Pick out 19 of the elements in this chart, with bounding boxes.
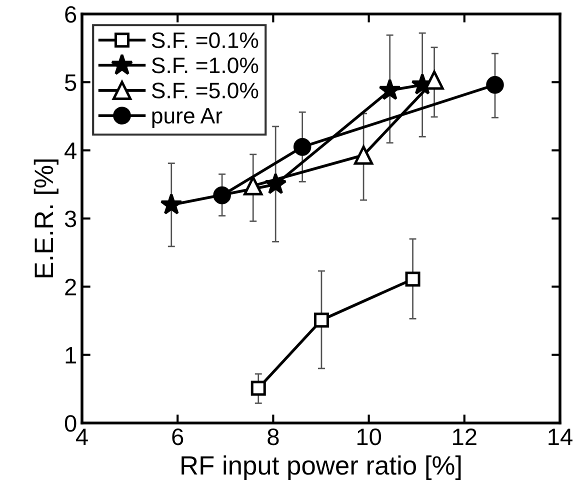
y-tick-label: 6	[65, 6, 76, 23]
y-axis-title: E.E.R. [%]	[34, 160, 58, 278]
y-tick-label: 5	[64, 74, 76, 91]
legend-label: pure Ar	[152, 108, 222, 128]
x-tick-label: 8	[268, 428, 279, 446]
y-tick-label: 4	[64, 142, 76, 159]
y-tick-label: 0	[64, 415, 76, 432]
x-tick-label: 4	[76, 428, 88, 445]
y-tick-label: 1	[66, 347, 76, 364]
x-tick-label: 10	[357, 428, 382, 446]
x-tick-label: 12	[453, 428, 476, 445]
legend-label: S.F. =5.0%	[152, 82, 258, 98]
legend-label: S.F. =0.1%	[152, 32, 258, 48]
x-axis-title: RF input power ratio [%]	[182, 455, 461, 480]
legend-label: S.F. =1.0%	[152, 58, 258, 74]
y-tick-label: 3	[64, 210, 76, 228]
x-tick-label: 6	[172, 428, 184, 446]
x-tick-label: 14	[548, 428, 572, 445]
y-tick-label: 2	[65, 278, 76, 296]
